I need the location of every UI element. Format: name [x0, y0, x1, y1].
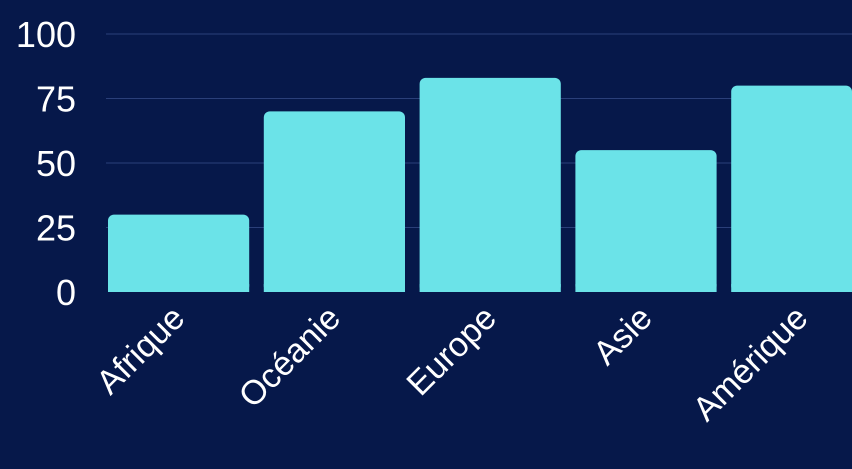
- bar-europe: [419, 77, 561, 292]
- y-tick-label: 50: [36, 143, 76, 184]
- x-tick-label: Amérique: [686, 299, 816, 429]
- y-axis-tick-labels: 0 25 50 75 100: [16, 14, 76, 313]
- bar-asie: [575, 150, 717, 292]
- bar-base: [419, 284, 561, 292]
- bar-base: [575, 284, 717, 292]
- bar-base: [263, 284, 405, 292]
- x-axis-category-labels: Afrique Océanie Europe Asie Amérique: [89, 299, 815, 429]
- y-tick-label: 0: [56, 272, 76, 313]
- bar-base: [731, 284, 852, 292]
- bar-amérique: [731, 85, 852, 292]
- bar-océanie: [263, 111, 405, 293]
- y-tick-label: 100: [16, 14, 76, 55]
- bars: [108, 77, 852, 293]
- bar-base: [108, 284, 250, 292]
- bar-afrique: [108, 214, 250, 292]
- x-tick-label: Afrique: [89, 299, 192, 402]
- y-tick-label: 75: [36, 79, 76, 120]
- x-tick-label: Océanie: [232, 299, 348, 415]
- y-tick-label: 25: [36, 208, 76, 249]
- x-tick-label: Asie: [586, 299, 660, 373]
- x-tick-label: Europe: [399, 299, 503, 403]
